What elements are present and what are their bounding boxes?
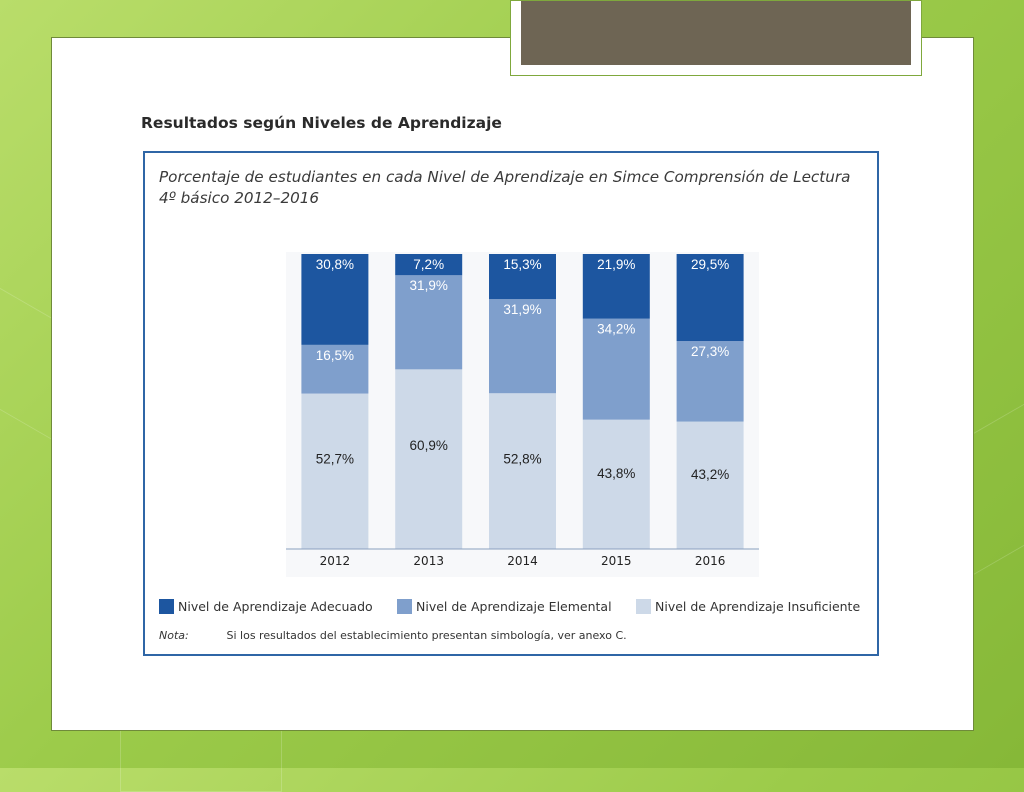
legend-swatch-adecuado — [159, 599, 174, 614]
note-label: Nota: — [159, 629, 189, 642]
bar-segment-2012-insuficiente — [301, 393, 369, 549]
legend-item-adecuado: Nivel de Aprendizaje Adecuado — [159, 599, 373, 614]
data-label-2015-adecuado: 21,9% — [597, 257, 635, 272]
data-label-2013-elemental: 31,9% — [410, 278, 448, 293]
data-label-2016-insuficiente: 43,2% — [691, 467, 729, 482]
data-label-2013-adecuado: 7,2% — [413, 257, 444, 272]
stacked-bar-plot: 52,7% 16,5% 30,8% 2012 60,9% 31,9% 7,2% 2013 52,… — [286, 252, 759, 577]
bar-segment-2016-adecuado — [676, 254, 744, 342]
chart-title-line-2: 4º básico 2012–2016 — [159, 189, 320, 207]
bar-segment-2016-elemental — [676, 341, 744, 422]
bar-segment-2015-elemental — [582, 318, 650, 420]
data-label-2012-insuficiente: 52,7% — [316, 451, 354, 466]
title-bar — [521, 1, 911, 65]
bar-segment-2013-elemental — [395, 275, 463, 370]
data-label-2013-insuficiente: 60,9% — [410, 438, 448, 453]
data-label-2015-insuficiente: 43,8% — [597, 466, 635, 481]
bar-segment-2014-insuficiente — [489, 393, 556, 549]
data-label-2016-elemental: 27,3% — [691, 344, 729, 359]
bar-segment-2016-insuficiente — [676, 421, 744, 549]
slide-title-placeholder — [510, 0, 922, 76]
bar-segment-2013-adecuado — [395, 254, 463, 276]
bar-segment-2012-elemental — [301, 344, 369, 394]
data-label-2012-adecuado: 30,8% — [316, 257, 354, 272]
chart-title: Porcentaje de estudiantes en cada Nivel … — [159, 167, 869, 209]
data-label-2014-insuficiente: 52,8% — [503, 451, 541, 466]
note-text: Si los resultados del establecimiento pr… — [226, 629, 627, 642]
bar-segment-2013-insuficiente — [395, 369, 463, 549]
legend-swatch-elemental — [397, 599, 412, 614]
chart-note: Nota: Si los resultados del establecimie… — [159, 629, 627, 642]
data-label-2016-adecuado: 29,5% — [691, 257, 729, 272]
legend-item-insuficiente: Nivel de Aprendizaje Insuficiente — [636, 599, 860, 614]
bar-segment-2015-insuficiente — [582, 419, 650, 549]
chart-title-line-1: Porcentaje de estudiantes en cada Nivel … — [159, 168, 851, 186]
data-label-2014-elemental: 31,9% — [503, 302, 541, 317]
legend-label-elemental: Nivel de Aprendizaje Elemental — [416, 599, 612, 614]
section-heading: Resultados según Niveles de Aprendizaje — [141, 114, 502, 132]
bar-segment-2014-elemental — [489, 299, 556, 394]
bar-segment-2014-adecuado — [489, 254, 556, 300]
data-label-2012-elemental: 16,5% — [316, 348, 354, 363]
x-tick-label-2014: 2014 — [507, 554, 538, 568]
chart-container: Porcentaje de estudiantes en cada Nivel … — [143, 151, 879, 656]
legend-label-adecuado: Nivel de Aprendizaje Adecuado — [178, 599, 373, 614]
legend-swatch-insuficiente — [636, 599, 651, 614]
x-tick-label-2016: 2016 — [695, 554, 726, 568]
legend-label-insuficiente: Nivel de Aprendizaje Insuficiente — [655, 599, 861, 614]
legend-item-elemental: Nivel de Aprendizaje Elemental — [397, 599, 612, 614]
x-tick-label-2012: 2012 — [320, 554, 351, 568]
chart-legend: Nivel de Aprendizaje Adecuado Nivel de A… — [159, 599, 869, 617]
x-tick-label-2013: 2013 — [413, 554, 444, 568]
bar-segment-2012-adecuado — [301, 254, 369, 345]
data-label-2015-elemental: 34,2% — [597, 322, 635, 337]
data-label-2014-adecuado: 15,3% — [503, 257, 541, 272]
bar-segment-2015-adecuado — [582, 254, 650, 319]
x-tick-label-2015: 2015 — [601, 554, 632, 568]
background-hexagon — [120, 730, 282, 792]
